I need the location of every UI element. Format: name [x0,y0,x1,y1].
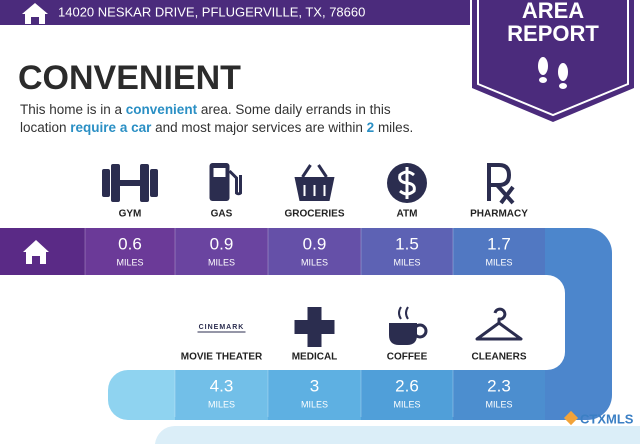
amenity-label: MOVIE THEATER [181,352,263,363]
icon-part [294,307,335,347]
distance-cell [453,370,545,420]
distance: 2.3 [487,376,511,395]
badge-border [477,0,629,117]
amenity: CINEMARK MOVIE THEATER [181,324,263,363]
unit: MILES [301,257,328,267]
distance-cell [175,370,268,420]
icon-part [150,169,158,197]
title: CONVENIENT [18,59,241,97]
icon-part [301,164,328,178]
distance: 0.9 [303,234,327,253]
footprints [538,57,568,89]
unit: MILES [393,399,420,409]
icon-part [398,306,409,320]
text: and most major services are within [151,120,367,135]
distance: 4.3 [210,376,234,395]
icon-part [111,164,120,202]
icon-part [487,163,515,205]
amenity-label: GAS [211,209,233,220]
icon-part [398,167,416,199]
unit: MILES [208,257,235,267]
footer-brand: CTXMLS [580,411,634,426]
address-bar [0,0,470,25]
description: This home is in a convenient area. Some … [20,101,490,137]
text: This home is in a [20,102,126,117]
icon-part [213,168,226,177]
icon-part [475,307,523,341]
badge [472,0,634,122]
amenity-label: COFFEE [387,352,428,363]
row3-band [155,425,640,444]
home-icon [22,3,48,24]
amenity-label: PHARMACY [470,209,528,220]
row2-cap [108,370,175,420]
distance-cell [361,370,453,420]
amenity: ATM [387,163,427,220]
unit: MILES [485,399,512,409]
distance: 1.5 [395,234,419,253]
icon-part [412,323,428,339]
amenity-label: GROCERIES [284,209,344,220]
icon-part [389,323,417,345]
distance: 2.6 [395,376,419,395]
home-icon [23,240,49,264]
distance-cell [361,228,453,275]
badge-line2: REPORT [507,21,599,46]
amenity: MEDICAL [292,307,338,363]
amenity: GYM [102,164,158,220]
logo-mark [563,410,579,426]
icon-part [228,169,242,196]
badge-line1: AREA [522,0,584,23]
distance: 3 [310,376,319,395]
distance: 0.6 [118,234,142,253]
amenity-label: CLEANERS [471,352,526,363]
unit: MILES [116,257,143,267]
amenity: PHARMACY [470,163,528,220]
divider-area [0,275,300,370]
amenity-label: GYM [119,209,142,220]
highlight: 2 [366,120,375,135]
icon-part [303,185,326,196]
amenity: GROCERIES [284,164,345,220]
text: area. Some daily errands in this [197,102,391,117]
unit: MILES [301,399,328,409]
unit: MILES [208,399,235,409]
distance: 0.9 [210,234,234,253]
distance: 1.7 [487,234,511,253]
text: miles. [374,120,414,135]
icon-part [140,164,149,202]
icon-part [120,180,140,186]
distance-cell [268,370,361,420]
distance-cell [175,228,268,275]
amenity: COFFEE [387,306,428,363]
distance-cell [85,228,175,275]
unit: MILES [393,257,420,267]
highlight: convenient [125,102,198,117]
amenity: CLEANERS [471,307,527,363]
amenity-label: ATM [397,209,418,220]
highlight: require a car [70,120,152,135]
distance-cell [453,228,545,275]
icon-part [102,169,110,197]
unit: MILES [485,257,512,267]
logo: CINEMARK [199,324,245,331]
text: location [20,120,71,135]
amenity: GAS [209,163,242,220]
amenity-label: MEDICAL [292,352,338,363]
distance-cell [268,228,361,275]
address: 14020 NESKAR DRIVE, PFLUGERVILLE, TX, 78… [58,4,365,19]
